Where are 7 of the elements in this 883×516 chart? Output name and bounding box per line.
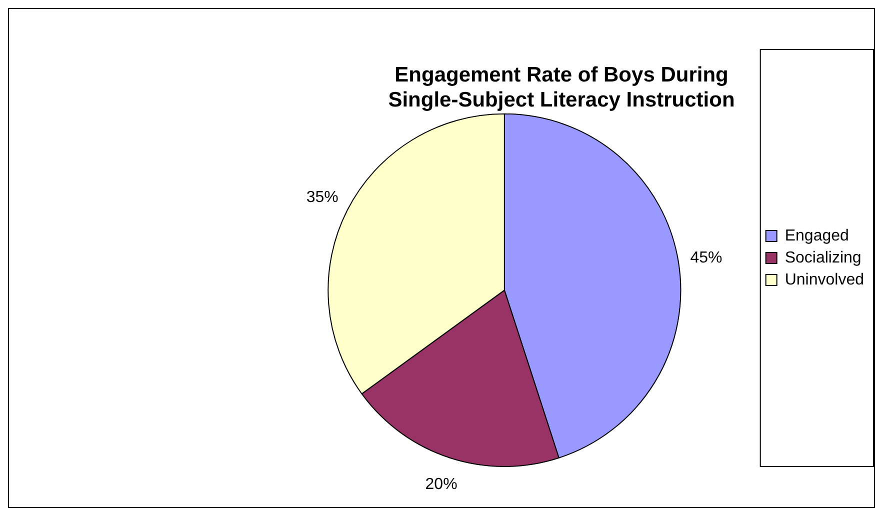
data-label: 45% xyxy=(690,250,722,267)
data-label: 35% xyxy=(306,188,338,206)
data-label: 20% xyxy=(425,476,458,493)
legend-label: Socializing xyxy=(784,249,862,266)
legend-label: Uninvolved xyxy=(784,271,864,288)
chart-title: Engagement Rate of Boys During Single-Subject Literacy Instruction xyxy=(388,63,735,112)
legend-label: Engaged xyxy=(784,227,849,244)
